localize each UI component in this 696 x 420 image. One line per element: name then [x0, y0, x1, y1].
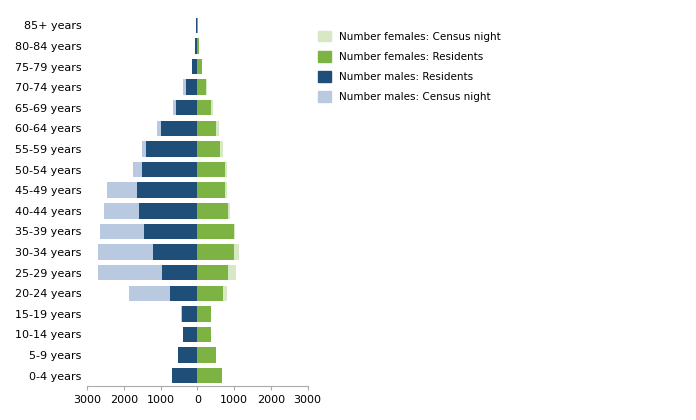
Bar: [198, 162, 227, 177]
Bar: [184, 79, 198, 95]
Bar: [198, 224, 234, 239]
Bar: [133, 162, 198, 177]
Bar: [182, 306, 198, 322]
Bar: [183, 327, 198, 342]
Bar: [198, 162, 225, 177]
Bar: [178, 347, 198, 363]
Bar: [198, 79, 207, 95]
Bar: [157, 121, 198, 136]
Bar: [176, 100, 198, 116]
Bar: [172, 368, 198, 383]
Bar: [161, 121, 198, 136]
Bar: [162, 265, 198, 280]
Bar: [129, 286, 198, 301]
Bar: [144, 224, 198, 239]
Bar: [198, 203, 230, 218]
Bar: [107, 182, 198, 198]
Legend: Number females: Census night, Number females: Residents, Number males: Residents: Number females: Census night, Number fem…: [315, 28, 504, 105]
Bar: [198, 59, 202, 74]
Bar: [198, 141, 223, 157]
Bar: [198, 306, 211, 322]
Bar: [198, 38, 199, 54]
Bar: [198, 327, 211, 342]
Bar: [198, 182, 226, 198]
Bar: [198, 286, 223, 301]
Bar: [198, 244, 234, 260]
Bar: [142, 162, 198, 177]
Bar: [153, 244, 198, 260]
Bar: [192, 59, 198, 74]
Bar: [98, 265, 198, 280]
Bar: [198, 244, 239, 260]
Bar: [198, 347, 216, 363]
Bar: [198, 265, 228, 280]
Bar: [198, 121, 219, 136]
Bar: [198, 100, 211, 116]
Bar: [198, 79, 205, 95]
Bar: [98, 244, 198, 260]
Bar: [181, 306, 198, 322]
Bar: [198, 224, 235, 239]
Bar: [100, 224, 198, 239]
Bar: [198, 265, 237, 280]
Bar: [173, 100, 198, 116]
Bar: [198, 203, 228, 218]
Bar: [137, 182, 198, 198]
Bar: [146, 141, 198, 157]
Bar: [139, 203, 198, 218]
Bar: [198, 286, 228, 301]
Bar: [196, 18, 198, 33]
Bar: [186, 79, 198, 95]
Bar: [142, 141, 198, 157]
Bar: [198, 141, 220, 157]
Bar: [198, 100, 213, 116]
Bar: [195, 38, 198, 54]
Bar: [198, 368, 222, 383]
Bar: [198, 121, 216, 136]
Bar: [104, 203, 198, 218]
Bar: [198, 182, 227, 198]
Bar: [170, 286, 198, 301]
